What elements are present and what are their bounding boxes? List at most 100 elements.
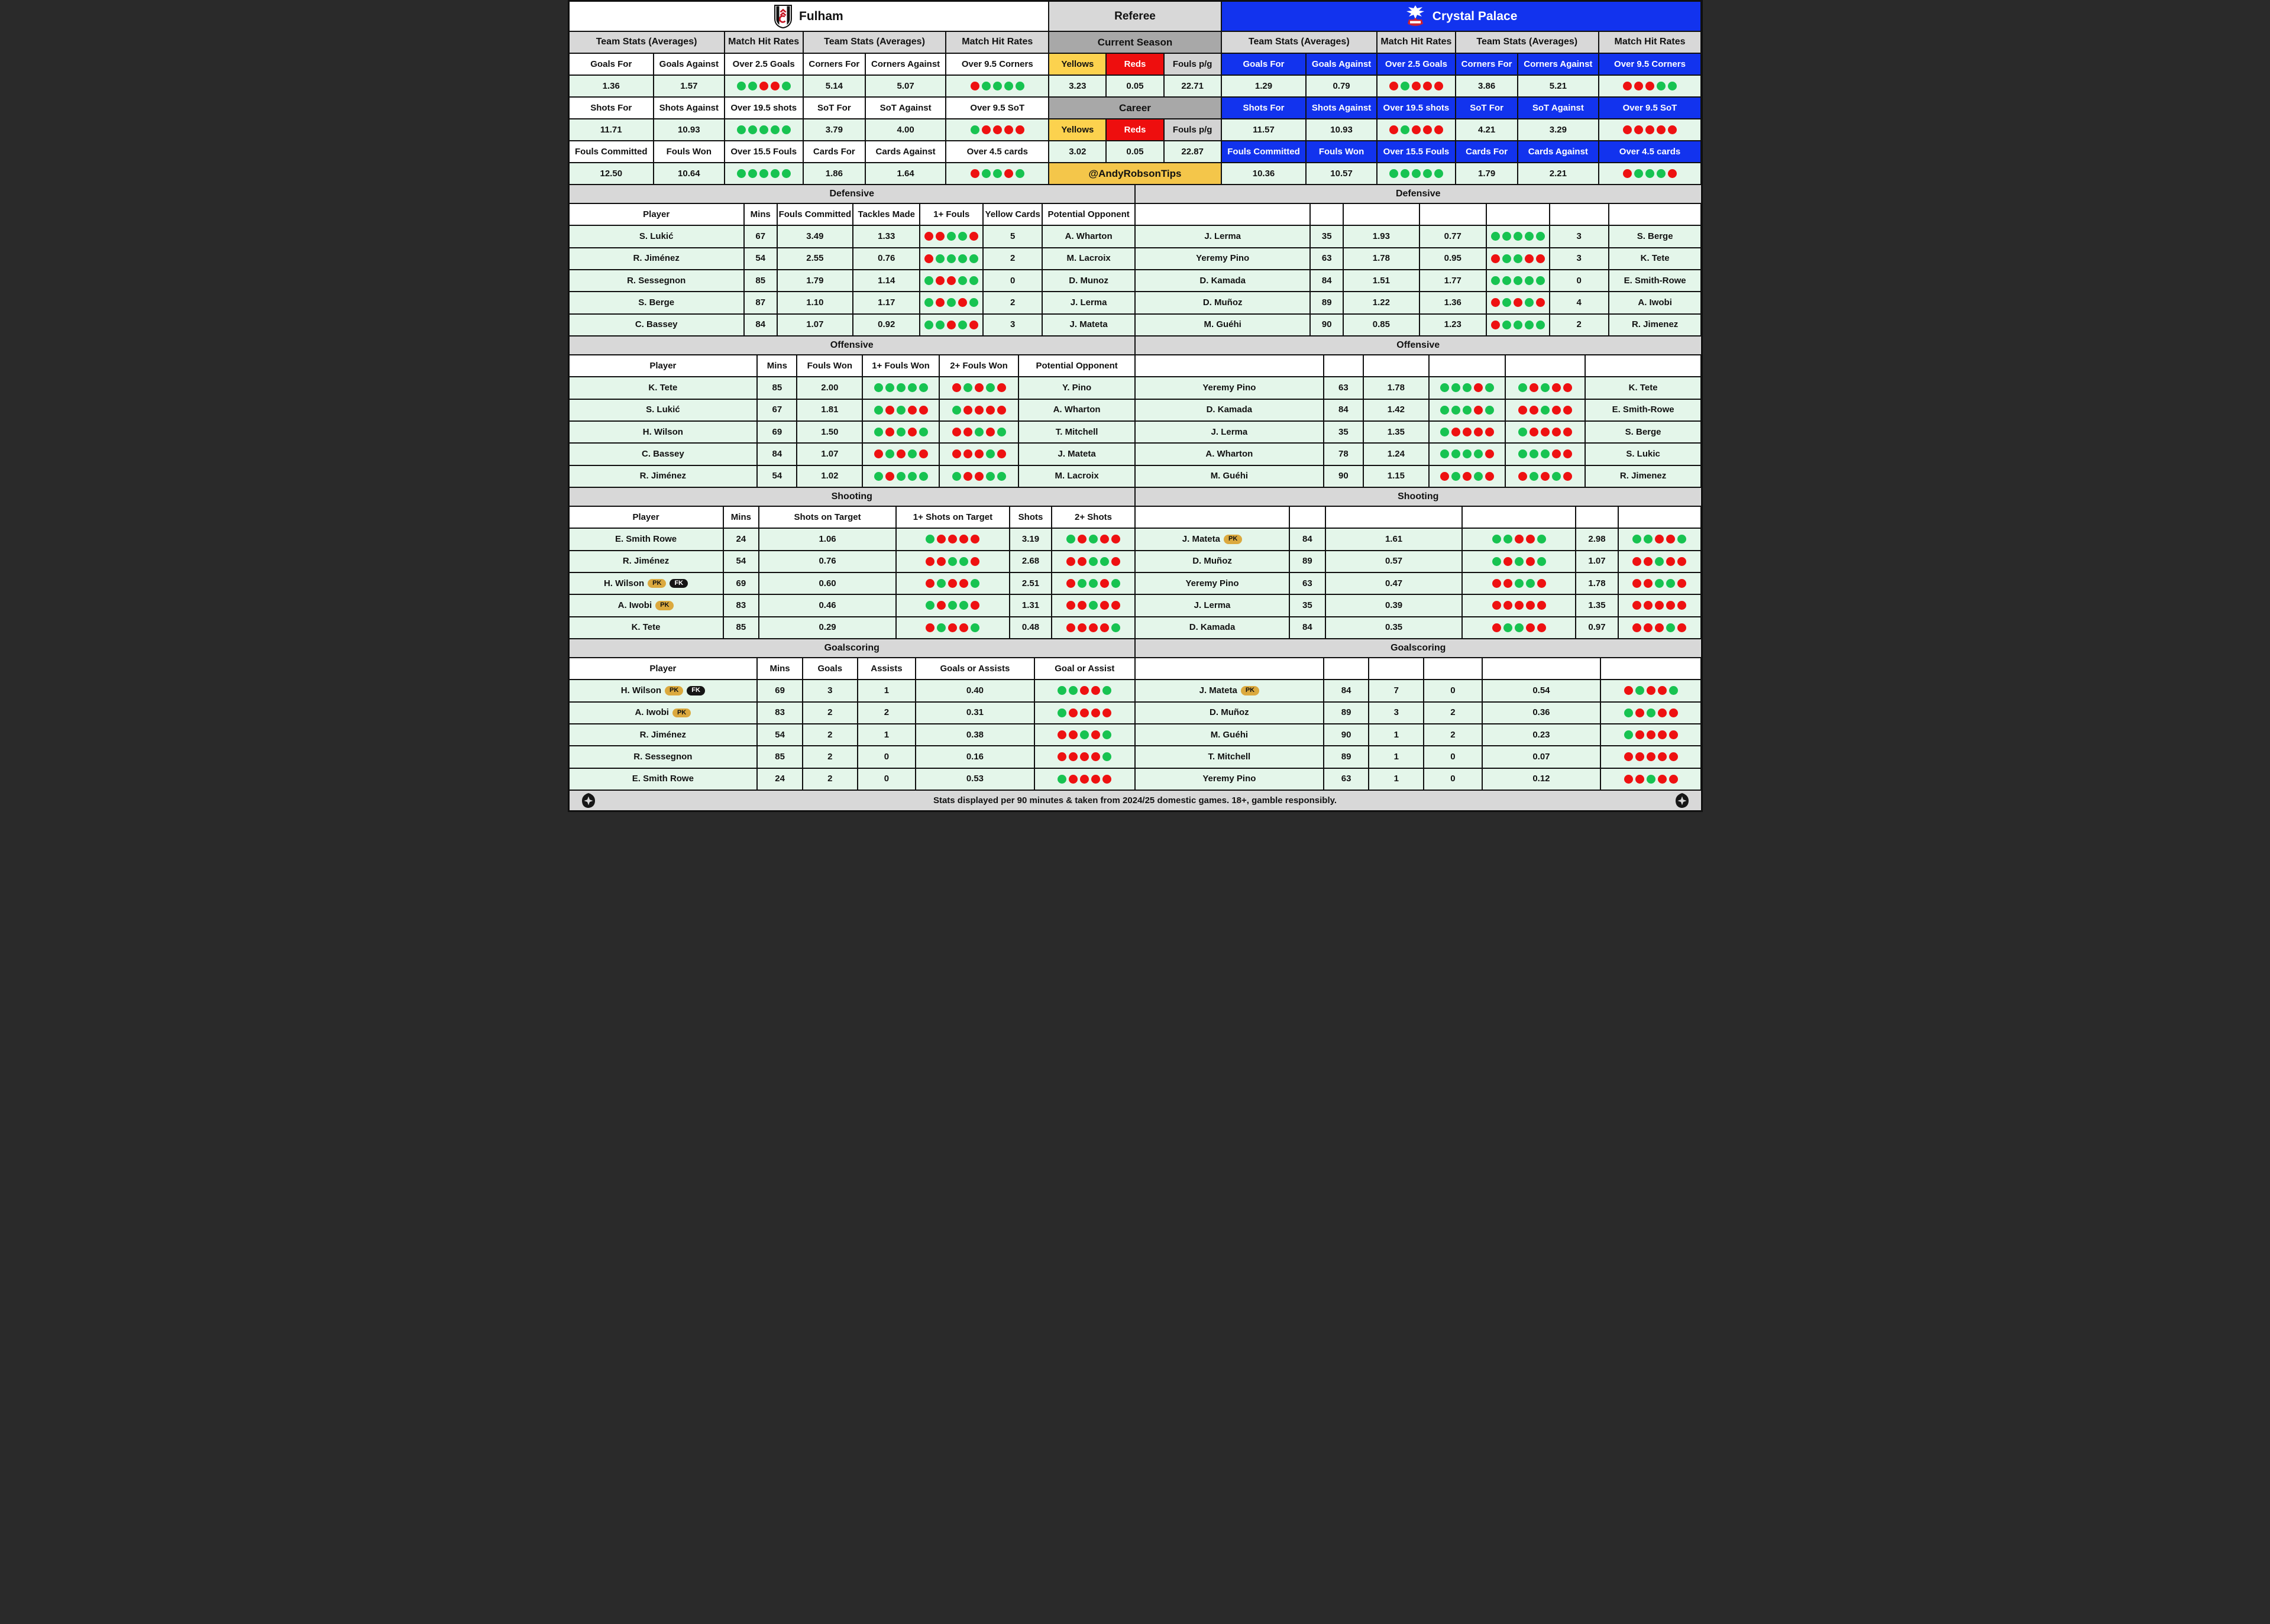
stat-value: 3 xyxy=(1550,226,1608,247)
home-team-stats-grid: Team Stats (Averages) Match Hit Rates Team… xyxy=(569,32,1049,184)
hit-dot-red xyxy=(1111,601,1120,610)
hit-dot-red xyxy=(1518,471,1528,481)
hit-dot-red xyxy=(1632,579,1642,588)
hit-rate-dots xyxy=(1601,702,1701,723)
stat-value: 1.23 xyxy=(1419,314,1486,335)
hit-dot-red xyxy=(970,169,979,178)
hit-rate-dots xyxy=(1052,595,1134,616)
hit-dot-green xyxy=(958,276,968,286)
hit-dot-red xyxy=(1111,557,1120,566)
section-tables: Player Mins Goals Assists Goals or Assists Go… xyxy=(569,658,1701,790)
stat-value: 63 xyxy=(1324,768,1369,790)
player-name: K. Tete xyxy=(631,622,661,633)
stat-value: 83 xyxy=(723,595,759,616)
hit-rate-dots xyxy=(896,551,1009,572)
hit-dot-green xyxy=(1066,535,1075,544)
hit-dot-green xyxy=(1400,169,1409,178)
player-name: E. Smith Rowe xyxy=(615,534,677,545)
hit-dot-green xyxy=(1645,169,1654,178)
hit-dot-red xyxy=(1541,428,1550,437)
hit-dot-green xyxy=(1088,601,1098,610)
hit-dot-red xyxy=(1646,686,1655,695)
fulham-crest xyxy=(774,4,793,28)
stat-label: Over 9.5 Corners xyxy=(1599,54,1701,75)
badge-pk: PK xyxy=(648,578,667,588)
hit-dot-red xyxy=(1624,686,1633,695)
hit-dot-green xyxy=(926,601,935,610)
stat-value: 7 xyxy=(1369,680,1424,701)
stat-value: 0 xyxy=(1550,270,1608,292)
stat-value: 0 xyxy=(1424,746,1482,768)
column-header: Goals xyxy=(1369,658,1424,680)
hit-dot-green xyxy=(947,232,956,241)
stat-value: 0.39 xyxy=(1325,595,1462,616)
player-name: M. Guéhi xyxy=(1210,729,1249,740)
stat-label: Corners For xyxy=(1456,54,1518,75)
referee-block-title: Current Season xyxy=(1049,32,1221,53)
stat-value: 1.36 xyxy=(1419,292,1486,313)
hit-dot-green xyxy=(969,298,979,308)
crystal-palace-crest xyxy=(1406,5,1424,26)
stat-value: K. Tete xyxy=(1585,377,1701,399)
stat-value: 24 xyxy=(758,768,802,790)
hit-dot-red xyxy=(1668,730,1678,740)
footer: Stats displayed per 90 minutes & taken f… xyxy=(569,791,1701,810)
player-cell: Yeremy Pino xyxy=(1136,768,1323,790)
hit-dot-red xyxy=(1524,254,1534,263)
referee-col-headers: Yellows Reds Fouls p/g xyxy=(1049,54,1221,75)
hit-dot-red xyxy=(974,471,984,481)
stats-section-header: Team Stats (Averages) xyxy=(1456,32,1598,53)
hit-dot-red xyxy=(1080,708,1089,717)
hit-dot-green xyxy=(781,169,791,178)
column-header: Shots on Target xyxy=(1325,507,1462,528)
column-header: Assists xyxy=(1424,658,1482,680)
column-header: Tackles Made xyxy=(853,204,920,225)
stat-value: 4.00 xyxy=(865,119,946,140)
stat-value: 2.51 xyxy=(1010,572,1051,594)
column-header: Fouls Committed xyxy=(1344,204,1419,225)
hit-dot-green xyxy=(1502,320,1511,329)
player-cell: A. Wharton xyxy=(1136,444,1323,465)
hit-dot-green xyxy=(1525,579,1535,588)
stat-label: Corners Against xyxy=(1518,54,1598,75)
hit-dot-red xyxy=(1635,730,1644,740)
stat-label: Over 9.5 SoT xyxy=(946,98,1049,118)
hit-dot-red xyxy=(1411,82,1421,90)
column-header: Goal or Assist xyxy=(1601,658,1701,680)
hit-dot-red xyxy=(1490,320,1500,329)
stat-value: 1.50 xyxy=(797,421,862,443)
hit-dot-red xyxy=(963,449,972,459)
stat-value: 35 xyxy=(1311,226,1343,247)
player-cell: S. Berge xyxy=(569,292,743,313)
stat-value: 0.60 xyxy=(759,572,895,594)
hit-dot-green xyxy=(1524,298,1534,308)
stat-value: 3.79 xyxy=(803,119,865,140)
hit-dot-red xyxy=(1463,428,1472,437)
hit-dot-green xyxy=(1518,383,1528,393)
stat-value: 83 xyxy=(758,702,802,723)
column-header: Shots xyxy=(1576,507,1618,528)
hit-rate-dots xyxy=(1599,119,1701,140)
stat-value: 54 xyxy=(723,551,759,572)
stat-value: 0.36 xyxy=(1482,702,1600,723)
stat-value: 5 xyxy=(984,226,1042,247)
player-name: J. Lerma xyxy=(1204,231,1241,242)
stat-value: 0.23 xyxy=(1482,724,1600,746)
hit-rate-dots xyxy=(920,314,983,335)
section-title-home: Defensive xyxy=(569,185,1134,203)
hit-dot-red xyxy=(1666,557,1676,566)
hit-dot-green xyxy=(1111,623,1120,632)
hit-dot-green xyxy=(1080,730,1089,740)
hit-dot-red xyxy=(1655,623,1664,632)
hit-rate-dots xyxy=(939,444,1018,465)
hit-dot-red xyxy=(874,449,883,459)
stat-value: 1.31 xyxy=(1010,595,1051,616)
defensive-table-home: Player Mins Fouls Committed Tackles Made 1+ … xyxy=(569,204,1134,335)
hit-dot-red xyxy=(1552,405,1561,415)
hit-rate-dots xyxy=(896,572,1009,594)
hit-dot-red xyxy=(1668,125,1677,134)
hit-dot-green xyxy=(874,383,883,393)
stat-value: 10.64 xyxy=(654,163,724,184)
player-cell: J. Mateta PK xyxy=(1136,680,1323,701)
hit-dot-green xyxy=(985,383,995,393)
